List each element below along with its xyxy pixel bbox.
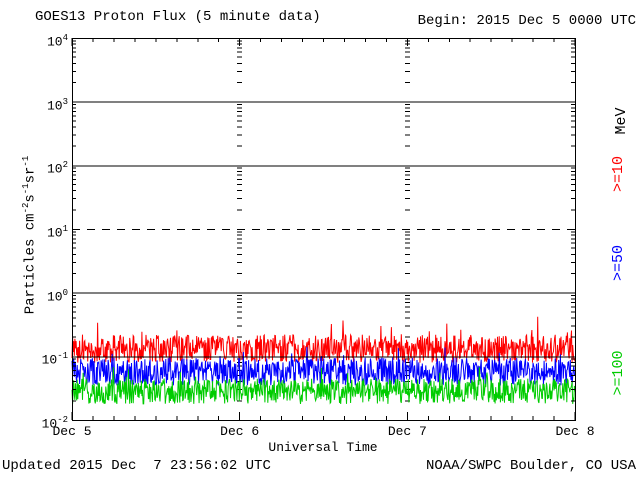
x-axis-label: Universal Time — [268, 440, 378, 455]
x-tick-label: Dec 8 — [555, 424, 595, 439]
y-tick-label: 100 — [46, 287, 68, 304]
y-tick-label: 10-1 — [41, 351, 68, 368]
y-tick-label: 103 — [46, 96, 68, 113]
y-tick-label: 104 — [46, 33, 68, 50]
chart-title: GOES13 Proton Flux (5 minute data) — [35, 9, 321, 25]
series->=10 — [71, 316, 576, 363]
y-tick-label: 101 — [46, 224, 68, 241]
legend-item->=10: >=10 — [610, 156, 627, 193]
y-tick-label: 102 — [46, 160, 68, 177]
updated-timestamp: Updated 2015 Dec 7 23:56:02 UTC — [2, 458, 271, 474]
source-attribution: NOAA/SWPC Boulder, CO USA — [425, 458, 636, 474]
y-tick-label: 10-2 — [41, 415, 68, 432]
legend-item->=100: >=100 — [610, 350, 627, 396]
begin-timestamp: Begin: 2015 Dec 5 0000 UTC — [417, 13, 636, 29]
x-tick-label: Dec 7 — [387, 424, 427, 439]
legend-item->=50: >=50 — [610, 245, 627, 282]
x-tick-label: Dec 5 — [52, 424, 92, 439]
series->=100 — [71, 367, 576, 405]
x-tick-label: Dec 6 — [220, 424, 260, 439]
